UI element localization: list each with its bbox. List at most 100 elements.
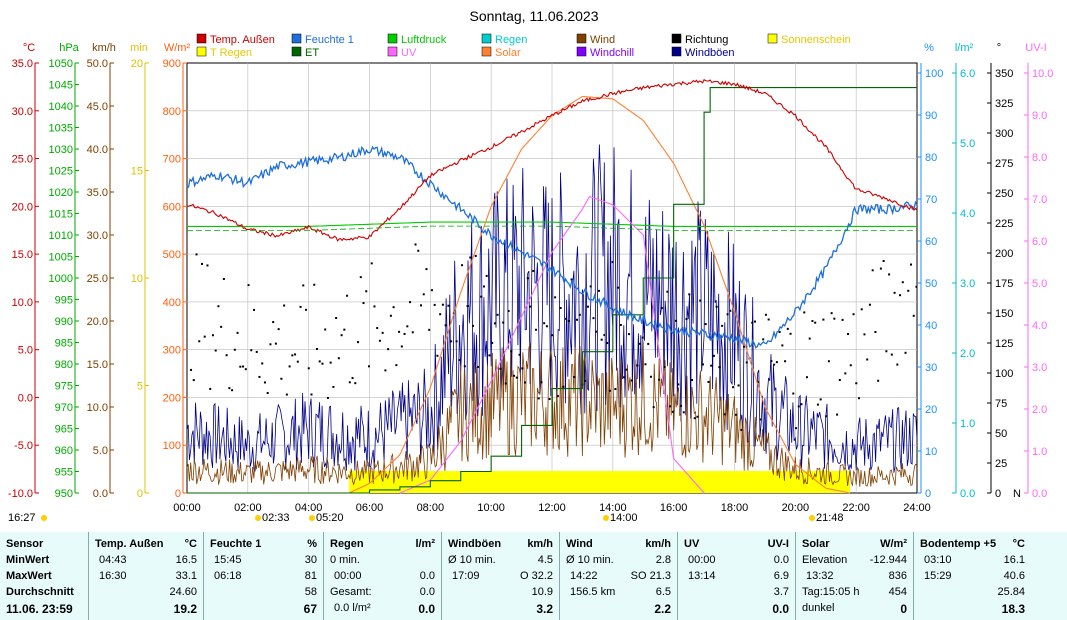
x-tick-label: 06:00: [356, 502, 384, 514]
chart-title: Sonntag, 11.06.2023: [470, 8, 599, 24]
stats-col-temp: Temp. Außen °C 04:43 16.5 16:30 33.1 24.…: [88, 532, 203, 620]
direction-dot: [463, 365, 466, 368]
left-axis-tick-label: 600: [163, 201, 181, 213]
stats-col-uv: UV UV-I 00:00 0.0 13:14 6.9 3.7 0.0: [677, 532, 795, 620]
direction-dot: [863, 333, 866, 336]
direction-dot: [214, 349, 217, 352]
temp-min: 16.5: [175, 554, 197, 566]
rain-total-label: Gesamt:: [330, 586, 372, 598]
solar-min-label: Elevation: [802, 554, 848, 566]
direction-dot: [715, 305, 718, 308]
left-axis-tick-label: 1035: [49, 123, 73, 135]
direction-dot: [357, 341, 360, 344]
direction-dot: [756, 381, 759, 384]
direction-dot: [430, 289, 433, 292]
time-marker-label: 14:00: [610, 512, 638, 524]
direction-dot: [833, 317, 836, 320]
left-axis-tick-label: 40.0: [87, 144, 108, 156]
humidity-header: Feuchte 1: [210, 538, 262, 550]
x-tick-label: 16:00: [660, 502, 688, 514]
direction-dot: [255, 350, 258, 353]
right-axis-tick-label: 5.0: [1032, 278, 1047, 290]
direction-dot: [373, 305, 376, 308]
series-luftdruck-trend: [187, 225, 917, 231]
left-axis-tick-label: 5.0: [93, 445, 108, 457]
direction-dot: [789, 332, 792, 335]
left-axis-tick-label: 500: [163, 249, 181, 261]
direction-dot: [606, 342, 609, 345]
direction-dot: [595, 330, 598, 333]
direction-dot: [515, 376, 518, 379]
left-axis-tick-label: 1015: [49, 209, 73, 221]
temp-max: 33.1: [175, 570, 197, 582]
direction-dot: [192, 379, 195, 382]
humidity-min-time: 15:45: [214, 554, 242, 566]
direction-dot: [576, 318, 579, 321]
direction-dot: [597, 289, 600, 292]
direction-dot: [896, 363, 899, 366]
temp-current: 19.2: [173, 602, 197, 616]
left-axis-tick-label: 995: [55, 295, 73, 307]
direction-dot: [663, 365, 666, 368]
legend: Temp. Außen Feuchte 1 Luftdruck Regen Wind Ri…: [196, 33, 851, 59]
direction-dot: [866, 358, 869, 361]
direction-dot: [359, 276, 362, 279]
humidity-avg: 58: [304, 586, 317, 598]
direction-dot: [502, 321, 505, 324]
stats-col-wind: Wind km/h Ø 10 min. 2.8 14:22 SO 21.3 15…: [559, 532, 677, 620]
direction-dot: [480, 295, 483, 298]
direction-dot: [529, 305, 532, 308]
direction-dot: [198, 340, 201, 343]
left-axis-tick-label: 15.0: [12, 249, 33, 261]
direction-dot: [285, 393, 288, 396]
right-axis-tick-label: 350: [995, 68, 1013, 80]
stats-row-max: MaxWert: [6, 570, 52, 582]
gusts-max-time: 17:09: [452, 570, 480, 582]
right-axis-tick-label: 5.0: [960, 138, 975, 150]
direction-dot: [324, 328, 327, 331]
direction-dot: [855, 382, 858, 385]
x-tick-label: 10:00: [477, 502, 505, 514]
humidity-min: 30: [304, 554, 317, 566]
direction-dot: [305, 308, 308, 311]
direction-dot: [775, 361, 778, 364]
direction-dot: [496, 313, 499, 316]
legend-label: UV: [401, 47, 417, 59]
rain-max-time: 00:00: [334, 570, 362, 582]
right-axis-unit: l/m²: [955, 42, 974, 54]
x-tick-label: 00:00: [173, 502, 201, 514]
x-tick-label: 20:00: [782, 502, 810, 514]
bar-layer: [349, 471, 851, 493]
direction-dot: [266, 391, 269, 394]
direction-dot: [825, 415, 828, 418]
legend-label: Windböen: [685, 47, 735, 59]
left-axis-tick-label: 1030: [49, 144, 73, 156]
direction-dot: [871, 269, 874, 272]
direction-dot: [669, 405, 672, 408]
left-axis-tick-label: 20.0: [87, 316, 108, 328]
direction-dot: [699, 299, 702, 302]
right-axis-tick-label: 300: [995, 128, 1013, 140]
direction-dot: [307, 367, 310, 370]
right-axis-tick-label: 3.0: [1032, 362, 1047, 374]
direction-dot: [310, 393, 313, 396]
direction-dot: [362, 302, 365, 305]
direction-dot: [827, 360, 830, 363]
direction-dot: [778, 331, 781, 334]
stats-row-avg: Durchschnitt: [6, 586, 74, 598]
direction-dot: [534, 328, 537, 331]
right-axis-tick-label: 100: [925, 68, 943, 80]
direction-dot: [545, 325, 548, 328]
right-axis-tick-label: 40: [925, 320, 937, 332]
wind-max-time: 14:22: [570, 570, 598, 582]
direction-dot: [258, 375, 261, 378]
direction-dot: [474, 254, 477, 257]
direction-dot: [759, 418, 762, 421]
direction-dot: [701, 363, 704, 366]
direction-dot: [814, 321, 817, 324]
series-uv: [399, 195, 705, 494]
direction-dot: [348, 381, 351, 384]
direction-dot: [691, 378, 694, 381]
soil-max-time: 15:29: [924, 570, 952, 582]
direction-dot: [425, 268, 428, 271]
